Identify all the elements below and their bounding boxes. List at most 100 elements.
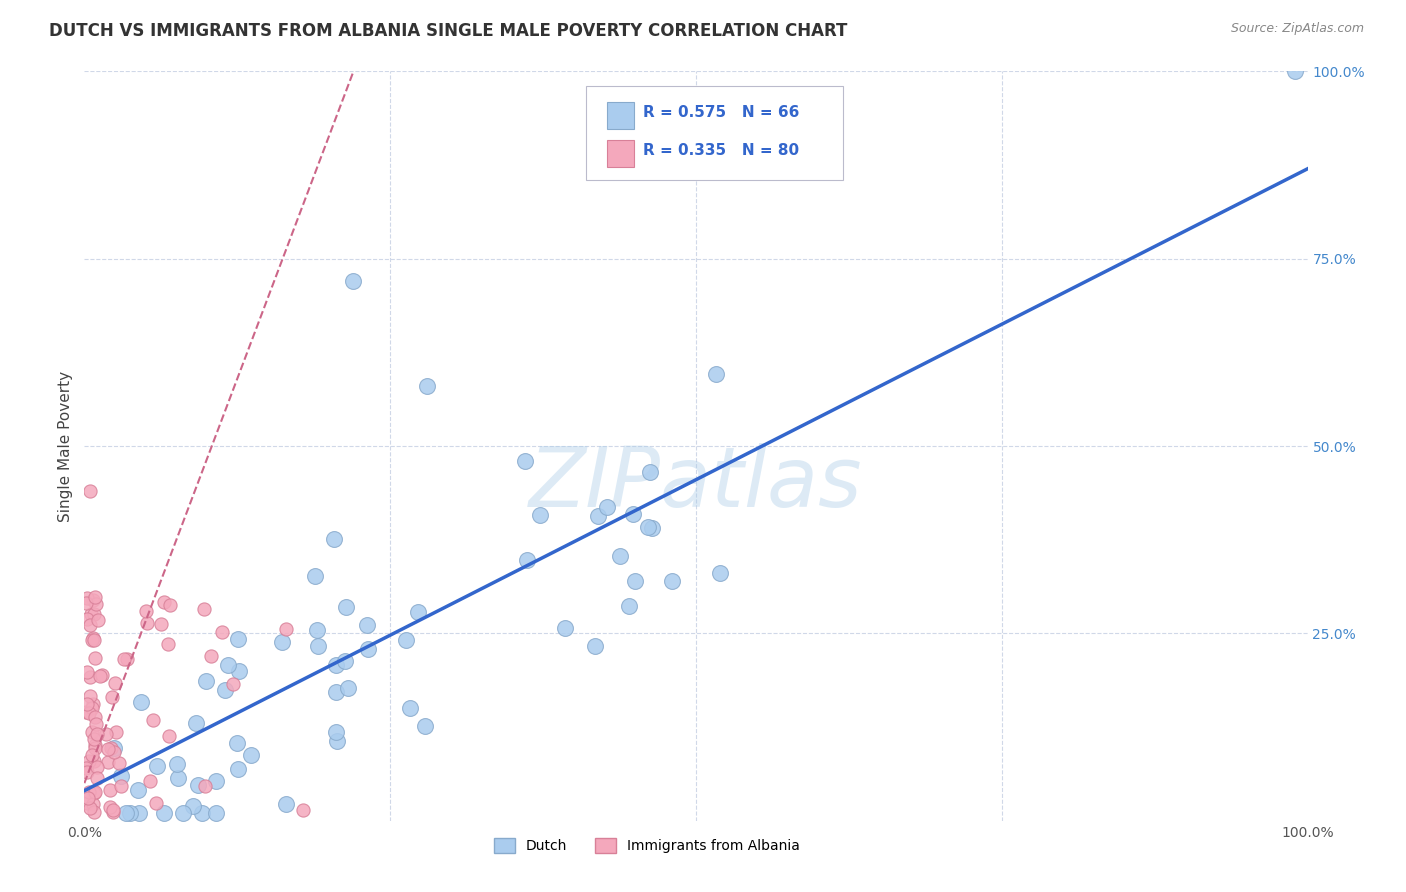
Point xyxy=(157,637,180,651)
Point xyxy=(194,779,217,793)
Point xyxy=(609,549,631,563)
Point xyxy=(641,520,664,534)
Bar xyxy=(606,102,634,129)
Point xyxy=(104,676,127,690)
Point xyxy=(82,697,104,711)
Point xyxy=(325,724,347,739)
Point xyxy=(86,759,108,773)
Point xyxy=(100,740,122,755)
Point xyxy=(195,674,218,689)
Point xyxy=(222,676,245,690)
Point xyxy=(110,769,132,783)
Point xyxy=(79,689,101,703)
Point xyxy=(80,632,103,647)
Y-axis label: Single Male Poverty: Single Male Poverty xyxy=(58,370,73,522)
Point xyxy=(84,597,107,611)
Point xyxy=(193,602,215,616)
Point xyxy=(83,805,105,819)
Point xyxy=(357,642,380,657)
Point xyxy=(200,649,222,664)
Point xyxy=(325,657,347,672)
Legend: Dutch, Immigrants from Albania: Dutch, Immigrants from Albania xyxy=(488,833,806,859)
Point xyxy=(322,533,344,547)
Point xyxy=(529,508,551,523)
Point xyxy=(136,616,159,631)
Point xyxy=(619,599,641,614)
Point xyxy=(83,786,105,800)
Point xyxy=(394,632,416,647)
Point xyxy=(82,593,104,607)
Point xyxy=(89,669,111,683)
Point xyxy=(83,650,105,665)
Point xyxy=(638,465,661,479)
Point xyxy=(76,596,98,610)
Point xyxy=(117,651,139,665)
Point xyxy=(84,717,107,731)
Point xyxy=(709,566,731,581)
Bar xyxy=(606,140,634,168)
Point xyxy=(624,574,647,588)
Point xyxy=(83,738,105,752)
Point xyxy=(217,658,239,673)
Point xyxy=(97,742,120,756)
Point xyxy=(101,805,124,819)
Point xyxy=(333,654,356,668)
Point xyxy=(80,748,103,763)
Point xyxy=(94,727,117,741)
Point xyxy=(76,591,98,606)
Point xyxy=(98,800,121,814)
Point xyxy=(83,754,105,768)
Point xyxy=(86,727,108,741)
Point xyxy=(79,618,101,632)
Point xyxy=(79,483,101,498)
Point xyxy=(87,613,110,627)
Point xyxy=(356,617,378,632)
Point xyxy=(145,758,167,772)
Point xyxy=(115,806,138,821)
Point xyxy=(79,670,101,684)
Point xyxy=(108,756,131,770)
Point xyxy=(184,716,207,731)
Point xyxy=(226,632,249,646)
Point xyxy=(554,620,576,634)
Point xyxy=(135,604,157,618)
Point xyxy=(105,724,128,739)
Point xyxy=(274,623,297,637)
Point xyxy=(205,806,228,821)
Point xyxy=(83,607,105,621)
Point xyxy=(83,591,105,605)
Text: R = 0.335   N = 80: R = 0.335 N = 80 xyxy=(644,143,800,158)
Point xyxy=(516,553,538,567)
Point xyxy=(159,598,181,612)
Point xyxy=(77,785,100,799)
Point xyxy=(84,740,107,755)
Point xyxy=(416,379,439,393)
Point xyxy=(304,569,326,583)
Point xyxy=(228,664,250,678)
Point xyxy=(226,735,249,749)
FancyBboxPatch shape xyxy=(586,87,842,180)
Point xyxy=(157,729,180,743)
Point xyxy=(82,631,104,645)
Point xyxy=(77,755,100,769)
Point xyxy=(325,685,347,699)
Point xyxy=(1284,64,1306,78)
Point xyxy=(399,700,422,714)
Point xyxy=(307,640,329,654)
Point xyxy=(76,764,98,779)
Text: R = 0.575   N = 66: R = 0.575 N = 66 xyxy=(644,105,800,120)
Point xyxy=(139,773,162,788)
Point xyxy=(142,713,165,727)
Point xyxy=(214,683,236,698)
Point xyxy=(187,778,209,792)
Point xyxy=(128,806,150,821)
Point xyxy=(661,574,683,588)
Point xyxy=(240,747,263,762)
Point xyxy=(413,719,436,733)
Point xyxy=(166,771,188,785)
Point xyxy=(112,652,135,666)
Point xyxy=(127,782,149,797)
Point xyxy=(150,616,173,631)
Point xyxy=(336,681,359,696)
Text: ZIPatlas: ZIPatlas xyxy=(529,443,863,524)
